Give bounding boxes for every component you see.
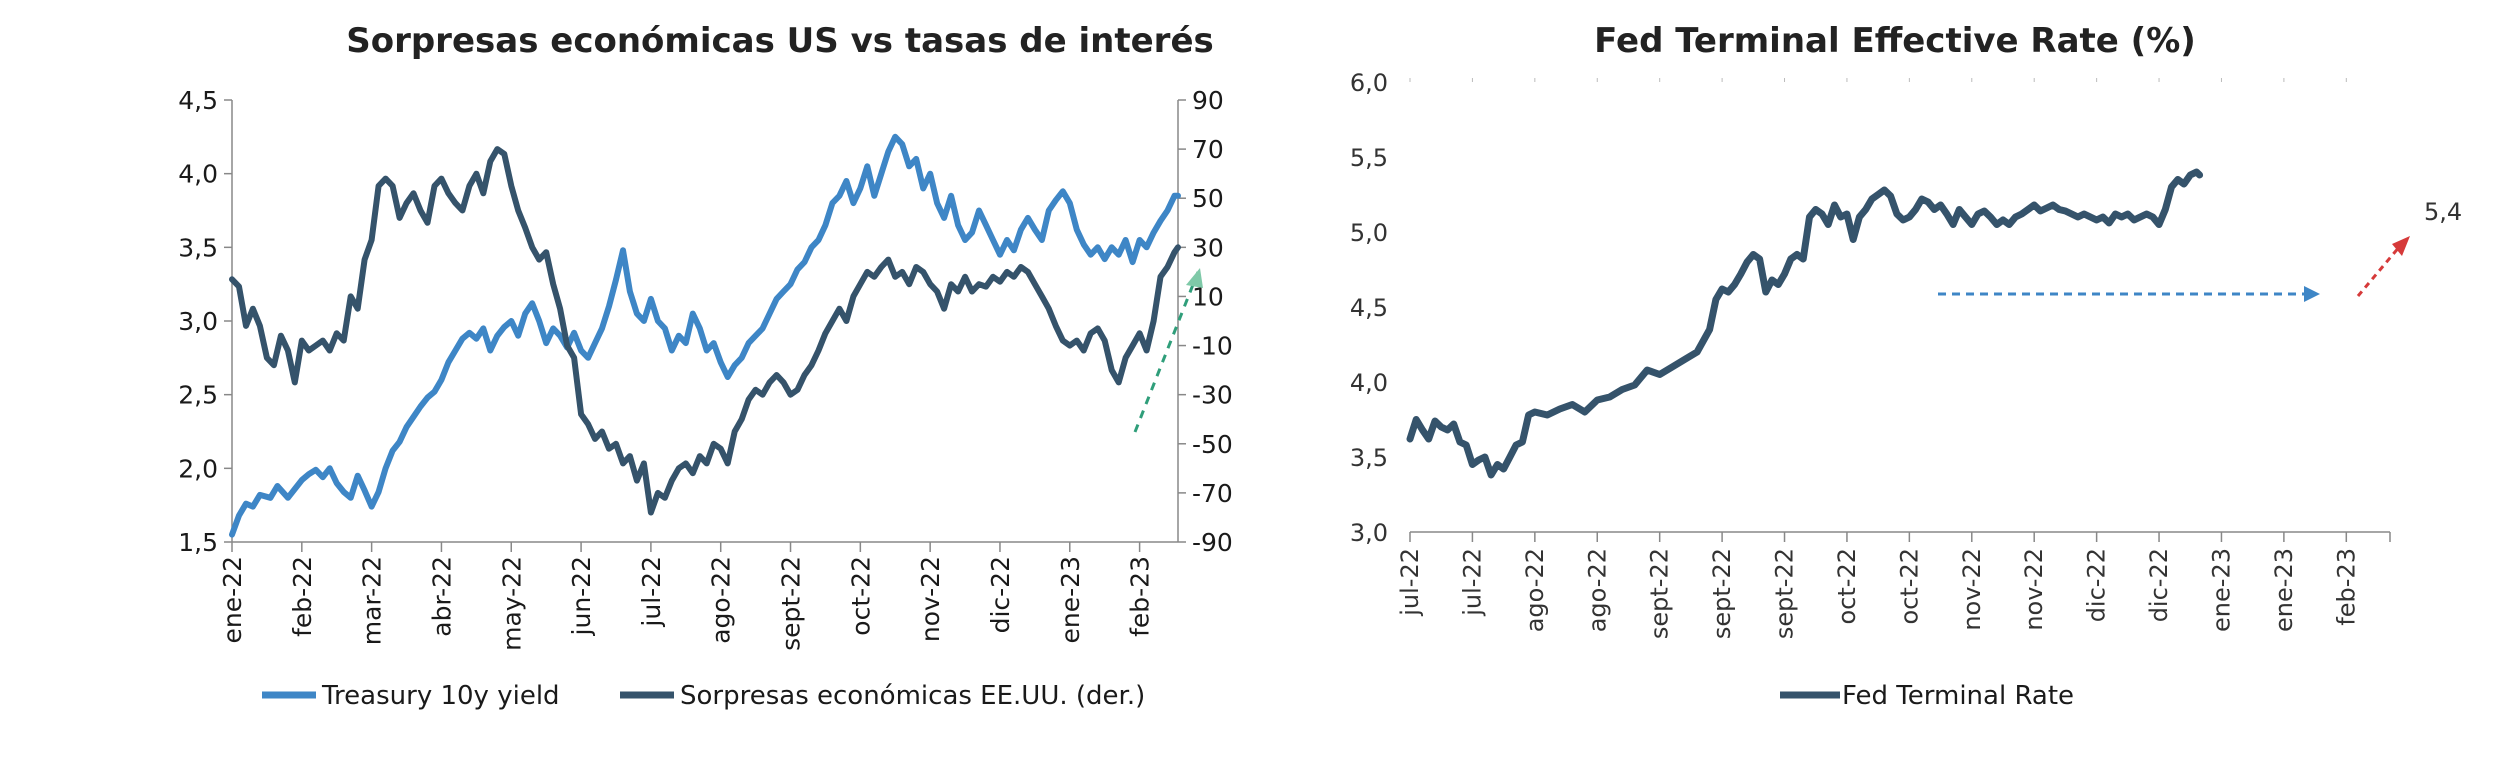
x-tick-label: nov-22 bbox=[916, 556, 945, 642]
x-tick-label: abr-22 bbox=[427, 556, 456, 637]
left-y-tick-label: 4,0 bbox=[178, 160, 218, 189]
right-chart-title: Fed Terminal Effective Rate (%) bbox=[1594, 21, 2196, 61]
fed-y-tick-label: 3,0 bbox=[1350, 519, 1388, 547]
right-y-tick-label: -30 bbox=[1192, 381, 1233, 410]
x-tick-label: ene-22 bbox=[218, 556, 247, 643]
left-y-tick-label: 2,5 bbox=[178, 381, 218, 410]
x-tick-label: oct-22 bbox=[846, 556, 875, 636]
left-chart: Sorpresas económicas US vs tasas de inte… bbox=[178, 21, 1233, 711]
fed-x-tick-label: jul-22 bbox=[1458, 548, 1486, 617]
fed-y-tick-label: 6,0 bbox=[1350, 69, 1388, 97]
x-tick-label: jul-22 bbox=[637, 556, 666, 628]
flat-arrowhead-blue bbox=[2304, 286, 2320, 302]
end-value-label: 5,4 bbox=[2424, 198, 2462, 226]
right-chart-ticks: 3,0 3,5 4,0 4,5 5,0 5,5 6,0 jul-22 jul-22 ago-22 a… bbox=[1350, 69, 2391, 639]
x-tick-label: feb-23 bbox=[1126, 556, 1155, 637]
x-tick-label: feb-22 bbox=[288, 556, 317, 637]
fed-x-tick-label: ene-23 bbox=[2207, 548, 2235, 632]
fed-x-tick-label: feb-23 bbox=[2332, 548, 2360, 626]
fed-x-tick-label: jul-22 bbox=[1396, 548, 1424, 617]
fed-x-tick-label: sept-22 bbox=[1771, 548, 1799, 639]
legend-label-treasury: Treasury 10y yield bbox=[321, 681, 560, 711]
fed-y-tick-label: 3,5 bbox=[1350, 444, 1388, 472]
fed-x-tick-label: oct-22 bbox=[1833, 548, 1861, 625]
right-y-tick-label: 50 bbox=[1192, 184, 1224, 213]
series-line-treasury bbox=[229, 133, 1181, 538]
legend-label-fed: Fed Terminal Rate bbox=[1842, 681, 2074, 711]
rise-arrow-red bbox=[2356, 245, 2402, 297]
fed-y-tick-label: 4,0 bbox=[1350, 369, 1388, 397]
right-y-tick-label: -50 bbox=[1192, 430, 1233, 459]
fed-y-tick-label: 5,0 bbox=[1350, 219, 1388, 247]
x-tick-label: sept-22 bbox=[777, 556, 806, 651]
series-line-fed-terminal bbox=[1406, 168, 2204, 479]
fed-x-tick-label: ago-22 bbox=[1521, 548, 1549, 632]
x-tick-label: mar-22 bbox=[358, 556, 387, 645]
fed-x-tick-label: sept-22 bbox=[1708, 548, 1736, 639]
right-y-tick-label: -10 bbox=[1192, 332, 1233, 361]
x-tick-label: may-22 bbox=[497, 556, 526, 651]
left-y-tick-label: 2,0 bbox=[178, 454, 218, 483]
fed-x-tick-label: ago-22 bbox=[1583, 548, 1611, 632]
right-y-tick-label: -90 bbox=[1192, 528, 1233, 557]
right-y-tick-label: -70 bbox=[1192, 479, 1233, 508]
fed-y-tick-label: 5,5 bbox=[1350, 144, 1388, 172]
fed-x-tick-label: oct-22 bbox=[1895, 548, 1923, 625]
right-chart-series bbox=[1406, 168, 2204, 479]
rise-arrowhead-red bbox=[2392, 236, 2410, 256]
legend-label-sorpresas: Sorpresas económicas EE.UU. (der.) bbox=[680, 681, 1145, 711]
left-y-tick-label: 3,5 bbox=[178, 233, 218, 262]
x-tick-label: ene-23 bbox=[1056, 556, 1085, 643]
right-chart: Fed Terminal Effective Rate (%) 3,0 3,5 4,… bbox=[1350, 21, 2462, 711]
fed-x-tick-label: dic-22 bbox=[2083, 548, 2111, 622]
x-tick-label: jun-22 bbox=[567, 556, 596, 636]
fed-x-tick-label: ene-23 bbox=[2270, 548, 2298, 632]
left-chart-axes bbox=[231, 100, 1179, 543]
left-y-tick-label: 3,0 bbox=[178, 307, 218, 336]
trend-arrowhead-green bbox=[1186, 268, 1203, 288]
x-tick-label: ago-22 bbox=[707, 556, 736, 644]
fed-x-tick-label: dic-22 bbox=[2145, 548, 2173, 622]
right-y-tick-label: 70 bbox=[1192, 135, 1224, 164]
fed-x-tick-label: sept-22 bbox=[1646, 548, 1674, 639]
fed-y-tick-label: 4,5 bbox=[1350, 294, 1388, 322]
left-y-tick-label: 1,5 bbox=[178, 528, 218, 557]
right-y-tick-label: 90 bbox=[1192, 86, 1224, 115]
x-tick-label: dic-22 bbox=[986, 556, 1015, 633]
right-y-tick-label: 10 bbox=[1192, 282, 1224, 311]
fed-x-tick-label: nov-22 bbox=[1958, 548, 1986, 631]
right-y-tick-label: 30 bbox=[1192, 233, 1224, 262]
series-line-sorpresas bbox=[229, 146, 1181, 516]
left-chart-legend: Treasury 10y yield Sorpresas económicas … bbox=[262, 681, 1145, 711]
left-chart-series bbox=[229, 133, 1181, 538]
left-y-tick-label: 4,5 bbox=[178, 86, 218, 115]
fed-x-tick-label: nov-22 bbox=[2020, 548, 2048, 631]
left-chart-ticks: 1,5 2,0 2,5 3,0 3,5 4,0 4,5 -90 -70 -50 -30 -10 10 30… bbox=[178, 86, 1233, 651]
right-chart-legend: Fed Terminal Rate bbox=[1780, 681, 2074, 711]
left-chart-title: Sorpresas económicas US vs tasas de inte… bbox=[346, 21, 1214, 61]
